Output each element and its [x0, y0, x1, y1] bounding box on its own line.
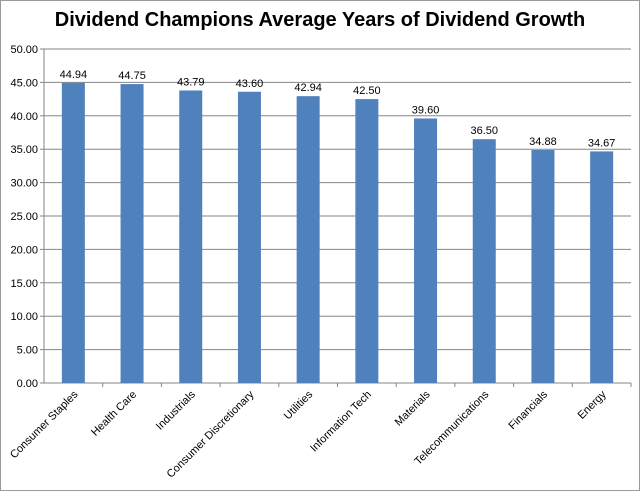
bar	[531, 150, 555, 383]
y-tick-label: 25.00	[10, 211, 38, 223]
data-label: 42.94	[294, 82, 322, 94]
data-label: 36.50	[470, 125, 498, 137]
bar	[590, 151, 614, 383]
x-category-label: Materials	[393, 388, 433, 428]
x-category-label: Energy	[576, 388, 609, 421]
data-label: 43.60	[236, 78, 264, 90]
x-category-label: Health Care	[89, 389, 139, 439]
data-label: 34.88	[529, 136, 557, 148]
data-label: 39.60	[412, 104, 440, 116]
y-tick-label: 50.00	[10, 44, 38, 56]
y-tick-label: 15.00	[10, 278, 38, 290]
bar	[237, 91, 261, 383]
data-label: 44.94	[60, 69, 88, 81]
y-tick-label: 20.00	[10, 244, 38, 256]
data-label: 34.67	[588, 137, 616, 149]
y-tick-label: 10.00	[10, 311, 38, 323]
bar	[61, 82, 85, 384]
data-label: 43.79	[177, 76, 205, 88]
x-category-label: Utilities	[282, 388, 316, 422]
bar	[414, 118, 438, 384]
x-category-label: Industrials	[154, 388, 198, 432]
data-label: 44.75	[118, 70, 146, 82]
x-category-label: Consumer Staples	[8, 388, 81, 461]
y-tick-label: 5.00	[17, 345, 38, 357]
bar	[355, 99, 379, 383]
bar	[120, 84, 144, 383]
y-tick-label: 35.00	[10, 144, 38, 156]
bar	[296, 96, 320, 383]
bar	[179, 90, 203, 384]
data-label: 42.50	[353, 85, 381, 97]
y-tick-label: 40.00	[10, 111, 38, 123]
x-category-label: Information Tech	[308, 389, 374, 455]
y-tick-label: 0.00	[17, 378, 38, 390]
chart-title: Dividend Champions Average Years of Divi…	[54, 9, 586, 31]
bar	[472, 139, 496, 383]
y-tick-label: 30.00	[10, 178, 38, 190]
x-category-label: Financials	[507, 388, 551, 432]
y-tick-label: 45.00	[10, 77, 38, 89]
